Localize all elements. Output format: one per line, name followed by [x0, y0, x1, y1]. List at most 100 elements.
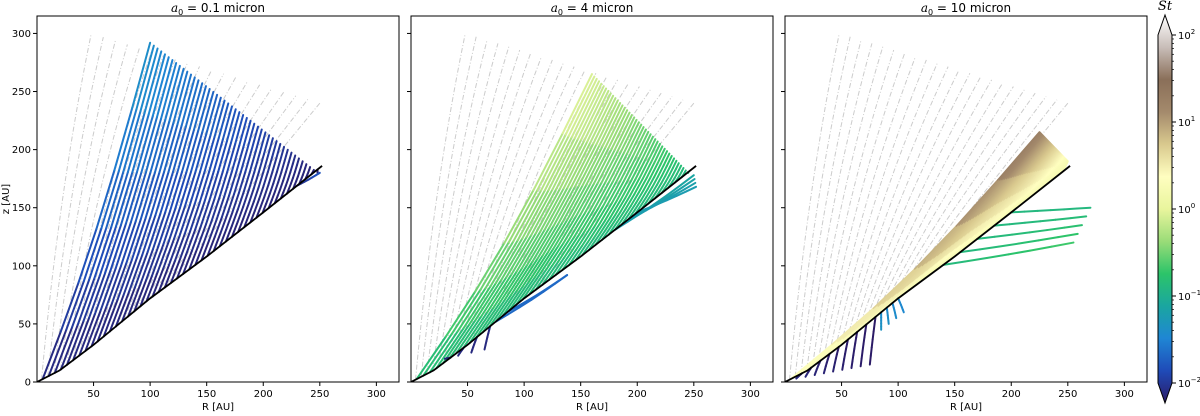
trajectory-segment [1011, 137, 1047, 179]
trajectory-segment [1023, 220, 1042, 224]
x-tick-label: 100 [889, 389, 908, 400]
trajectory-segment [641, 135, 654, 160]
trajectory-segment [1042, 166, 1054, 180]
trajectory-segment [122, 256, 138, 297]
trajectory-segment [548, 186, 573, 229]
guide-streamline [789, 33, 840, 380]
trajectory-segment [162, 237, 176, 270]
colorbar-tick-label: 101 [1178, 115, 1195, 129]
trajectory-segment [1025, 168, 1044, 190]
trajectory-segment [213, 216, 223, 238]
trajectory-segment [561, 184, 584, 224]
trajectory-segment [639, 195, 648, 207]
trajectory-segment [266, 155, 274, 173]
trajectory-segment [831, 307, 875, 346]
trajectory-segment [199, 199, 211, 228]
trajectory-segment [622, 204, 632, 219]
trajectory-segment [1069, 215, 1088, 220]
trajectory-segment [483, 344, 487, 351]
trajectory-segment [937, 217, 975, 257]
trajectory-segment [289, 162, 294, 173]
trajectory-segment [557, 236, 575, 263]
trajectory-segment [832, 366, 836, 373]
trajectory-segment [122, 110, 142, 173]
guide-streamline [437, 46, 510, 367]
trajectory-segment [183, 170, 197, 208]
trajectory-segment [221, 141, 233, 173]
trajectory-segment [660, 165, 668, 178]
guide-streamline [443, 49, 521, 363]
trajectory-segment [861, 343, 865, 353]
trajectory-segment [209, 96, 222, 137]
trajectory-segment [1064, 159, 1069, 165]
trajectory-segment [921, 223, 964, 267]
trajectory-segment [604, 200, 618, 222]
trajectory-segment [574, 228, 591, 252]
trajectory-segment [520, 228, 546, 270]
trajectory-segment [567, 245, 583, 267]
trajectory-segment [151, 267, 165, 298]
x-tick-label: 50 [461, 389, 474, 400]
trajectory-segment [462, 284, 492, 330]
trajectory-segment [533, 248, 555, 279]
trajectory-segment [267, 170, 274, 186]
trajectory-segment [1016, 139, 1049, 177]
trajectory-segment [635, 189, 645, 204]
trajectory-segment [194, 200, 206, 231]
trajectory-segment [577, 85, 605, 140]
trajectory-segment [47, 328, 68, 377]
trajectory-segment [651, 175, 659, 189]
trajectory-segment [841, 363, 845, 371]
trajectory-segment [242, 119, 252, 148]
y-axis-label: z [AU] [1, 184, 12, 214]
trajectory-segment [474, 279, 503, 322]
y-tick-label: 250 [12, 87, 31, 98]
guide-streamline [460, 59, 553, 350]
trajectory-segment [1012, 137, 1048, 178]
guide-streamline [869, 79, 993, 323]
trajectory-segment [1048, 152, 1062, 169]
trajectory-segment [217, 140, 228, 173]
trajectory-segment [160, 61, 178, 120]
x-tick-label: 200 [1002, 389, 1021, 400]
trajectory-segment [199, 134, 212, 173]
plot-area [785, 33, 1092, 382]
trajectory-segment [139, 47, 159, 113]
trajectory-segment [536, 222, 560, 260]
trajectory-segment [133, 251, 149, 289]
title-subscript: 0 [178, 8, 183, 17]
trajectory-segment [531, 224, 555, 263]
trajectory-segment [642, 176, 652, 192]
trajectory-segment [225, 108, 237, 143]
trajectory-segment [162, 123, 179, 174]
trajectory-segment [664, 174, 671, 183]
trajectory-segment [598, 102, 622, 147]
title-value: = 0.1 micron [183, 1, 265, 15]
trajectory-segment [236, 190, 245, 211]
guide-streamline [851, 69, 960, 337]
trajectory-segment [837, 305, 880, 343]
trajectory-segment [154, 171, 170, 217]
trajectory-segment [1022, 169, 1042, 191]
trajectory-segment [572, 210, 591, 239]
trajectory-segment [600, 149, 619, 184]
trajectory-segment [70, 278, 91, 329]
trajectory-segment [131, 41, 152, 109]
trajectory-segment [428, 330, 459, 374]
trajectory-segment [176, 127, 191, 173]
trajectory-segment [966, 178, 1007, 223]
trajectory-segment [1006, 188, 1025, 209]
trajectory-segment [632, 128, 647, 157]
trajectory-segment [656, 147, 666, 165]
trajectory-segment [592, 219, 607, 240]
trajectory-segment [172, 70, 189, 124]
trajectory-segment [178, 170, 193, 209]
trajectory-segment [598, 216, 612, 236]
colorbar-gradient [1157, 13, 1173, 405]
trajectory-segment [219, 213, 229, 235]
axes-frame [784, 15, 1148, 383]
trajectory-segment [1037, 236, 1060, 242]
trajectory-segment [518, 298, 533, 309]
trajectory-segment [567, 211, 587, 242]
trajectory-segment [969, 177, 1008, 221]
